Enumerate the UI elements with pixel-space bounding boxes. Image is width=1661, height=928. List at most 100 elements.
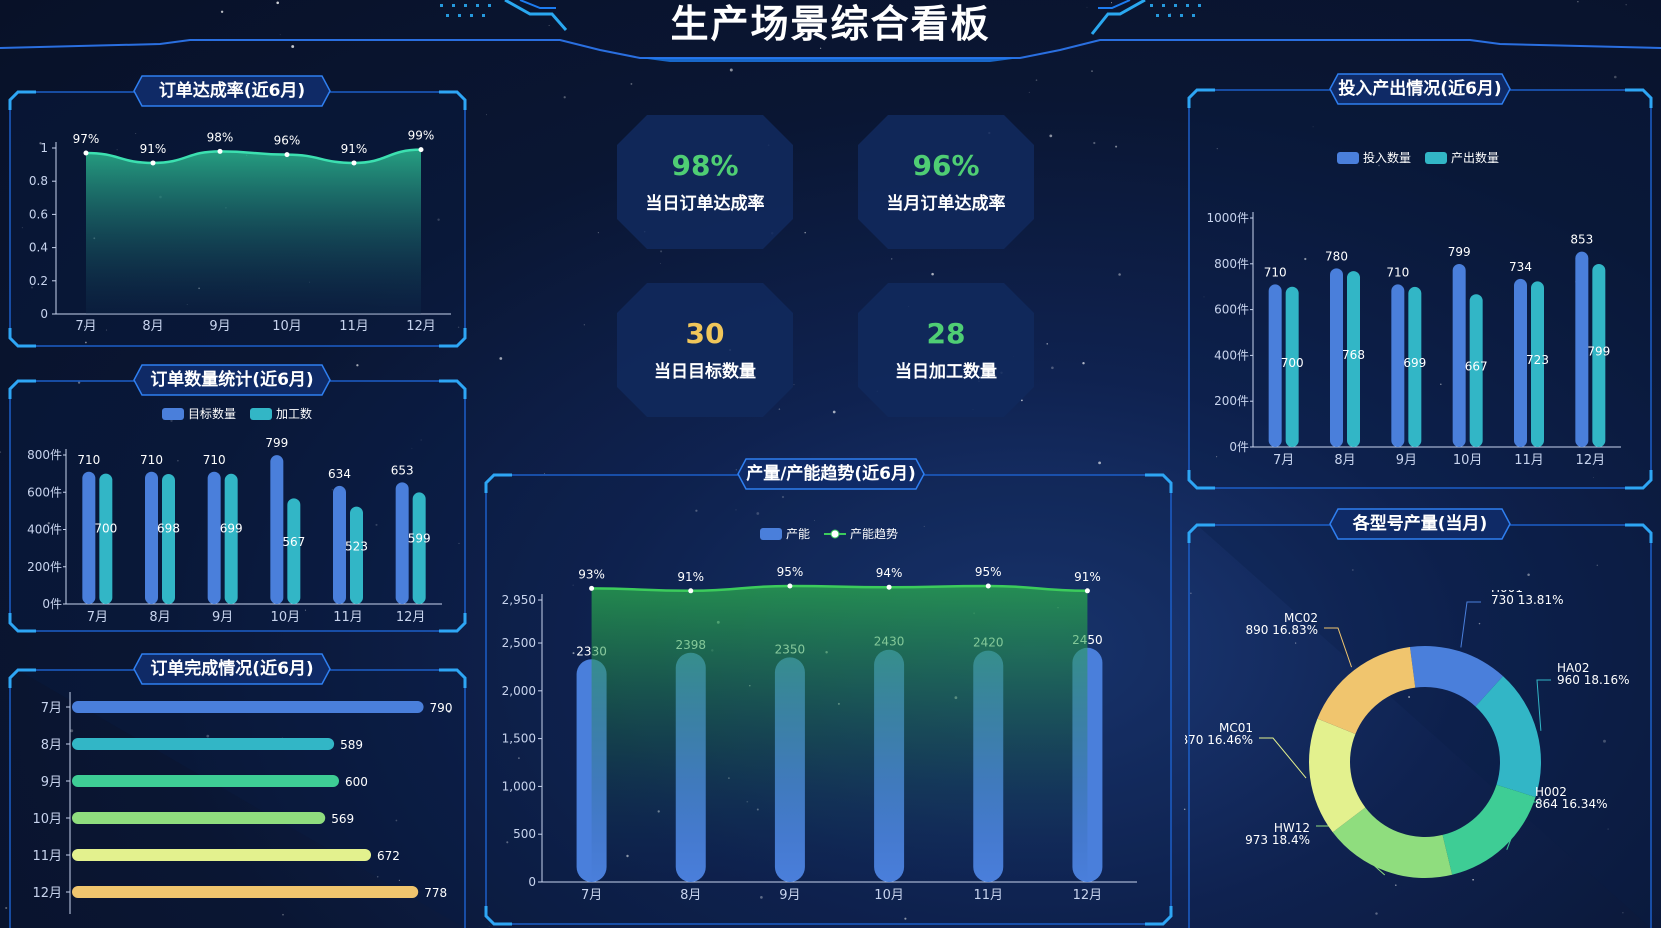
y-tick-label: 2,000 [502, 684, 536, 698]
y-tick-label: 1,500 [502, 732, 536, 746]
kpi-monthly-rate: 96% 当月订单达成率 [858, 115, 1034, 249]
x-tick-label: 11月 [339, 319, 369, 334]
bar-1 [1330, 268, 1343, 447]
bar-value-label: 710 [1386, 265, 1409, 279]
bar-1 [1452, 264, 1466, 447]
header-frame [0, 0, 1661, 62]
y-tick-label: 0件 [1229, 440, 1249, 454]
trend-area [591, 586, 1088, 882]
y-tick-label: 0.2 [29, 274, 48, 288]
kpi-label: 当日订单达成率 [645, 194, 765, 214]
donut-label-value: 730 13.81% [1491, 593, 1563, 607]
bar-value-label: 710 [77, 453, 100, 467]
y-tick-label: 400件 [1214, 348, 1249, 362]
bar-value-label: 634 [328, 467, 351, 481]
bar-1 [145, 471, 158, 604]
trend-point [985, 583, 991, 589]
kpi-value: 98% [671, 149, 739, 182]
y-tick-label: 600件 [1214, 303, 1249, 317]
y-tick-label: 0.4 [29, 241, 48, 255]
donut-label-value: 870 16.46% [1185, 733, 1253, 747]
y-tick-label: 0 [40, 307, 48, 321]
x-tick-label: 7月 [75, 319, 96, 334]
legend-label: 产能 [786, 528, 810, 541]
bar-value-label: 700 [94, 521, 117, 535]
page-title: 生产场景综合看板 [670, 2, 991, 46]
kpi-label: 当日加工数量 [895, 362, 997, 382]
bar-2 [1347, 271, 1360, 447]
x-tick-label: 12月 [396, 610, 426, 625]
x-tick-label: 8月 [1334, 453, 1355, 468]
x-tick-label: 7月 [1273, 453, 1294, 468]
trend-data-label: 93% [578, 567, 605, 581]
legend-swatch [830, 529, 840, 539]
x-tick-label: 10月 [271, 610, 301, 625]
donut-slice [1409, 646, 1504, 707]
hbar [72, 886, 419, 898]
panel-done: 订单完成情况(近6月) [6, 653, 469, 928]
y-tick-label: 800件 [1214, 257, 1249, 271]
y-tick-label: 1,000 [502, 779, 536, 793]
legend-label: 产能趋势 [850, 528, 898, 541]
kpi-value: 96% [912, 149, 980, 182]
rate-point [83, 150, 89, 156]
x-tick-label: 7月 [87, 610, 108, 625]
x-tick-label: 12月 [1576, 453, 1606, 468]
panel-title-qty: 订单数量统计(近6月) [150, 370, 314, 390]
hbar-value-label: 589 [340, 738, 363, 752]
x-tick-label: 8月 [149, 610, 170, 625]
chart-order-qty: 0件 200件 400件 600件 800件 710 700 7月 710 698 8月 710 699… [27, 406, 442, 625]
bar-value-label: 523 [345, 539, 368, 553]
bar-2 [1531, 281, 1544, 447]
chart-order-rate: 0 0.2 0.4 0.6 0.8 1 97% 7月 91% 8月 98% 9月 96% 10月 91% 11… [29, 129, 451, 334]
y-tick-label: 1 [40, 141, 48, 155]
x-tick-label: 10月 [1453, 453, 1483, 468]
kpi-value: 30 [685, 317, 725, 350]
hbar [72, 812, 326, 824]
trend-line [591, 584, 1088, 593]
y-tick-label: 800件 [27, 448, 62, 462]
bar-1 [1268, 284, 1282, 447]
bar-1 [1391, 284, 1405, 447]
bar-2 [1285, 286, 1299, 447]
hbar [72, 775, 339, 787]
bar-value-label: 700 [1281, 356, 1304, 370]
panel-title-trend: 产量/产能趋势(近6月) [746, 464, 916, 484]
bar-value-label: 653 [391, 463, 414, 477]
trend-point [787, 583, 793, 589]
donut-label-name: MC01 [1219, 721, 1253, 735]
trend-data-label: 91% [1074, 570, 1101, 584]
rate-line [85, 148, 422, 165]
legend-label: 投入数量 [1363, 150, 1411, 165]
bar-value-label: 667 [1465, 360, 1488, 374]
y-tick-label: 2,950 [502, 593, 536, 607]
x-tick-label: 8月 [142, 319, 163, 334]
x-tick-label: 12月 [406, 319, 436, 334]
rate-area [86, 149, 421, 314]
y-tick-label: 12月 [32, 886, 62, 901]
bar-2 [224, 473, 238, 604]
donut-leader [1460, 601, 1481, 648]
donut-label-name: MC02 [1284, 611, 1318, 625]
rate-point [217, 148, 223, 154]
trend-point [886, 584, 892, 590]
y-tick-label: 10月 [32, 812, 62, 827]
hbar-value-label: 790 [430, 701, 453, 715]
legend-label: 产出数量 [1451, 150, 1499, 165]
legend-swatch [760, 528, 782, 540]
trend-data-label: 95% [975, 565, 1002, 579]
y-tick-label: 600件 [27, 485, 62, 499]
x-tick-label: 9月 [779, 888, 800, 903]
rate-data-label: 99% [408, 129, 435, 143]
bar-value-label: 799 [265, 436, 288, 450]
legend-label: 加工数 [276, 406, 312, 421]
donut-slice [1442, 784, 1536, 875]
bar-value-label: 599 [408, 532, 431, 546]
y-tick-label: 11月 [32, 849, 62, 864]
rate-point [150, 160, 156, 166]
y-tick-label: 1000件 [1206, 211, 1249, 225]
donut-leader [1536, 679, 1551, 731]
bar-2 [287, 498, 301, 604]
bar-2 [1592, 264, 1606, 447]
